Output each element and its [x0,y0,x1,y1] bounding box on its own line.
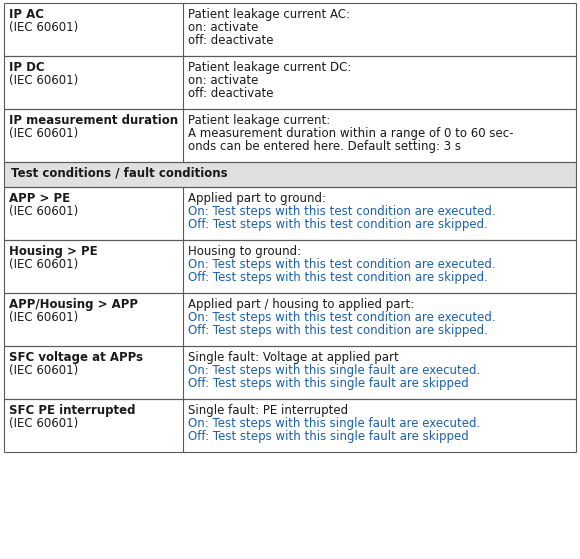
Text: SFC voltage at APPs: SFC voltage at APPs [9,351,143,364]
Text: (IEC 60601): (IEC 60601) [9,417,78,430]
Text: IP AC: IP AC [9,8,44,21]
Text: off: deactivate: off: deactivate [188,34,274,47]
Text: APP/Housing > APP: APP/Housing > APP [9,298,138,311]
Text: Patient leakage current AC:: Patient leakage current AC: [188,8,350,21]
Text: On: Test steps with this single fault are executed.: On: Test steps with this single fault ar… [188,417,480,430]
Text: A measurement duration within a range of 0 to 60 sec-: A measurement duration within a range of… [188,127,513,140]
Text: (IEC 60601): (IEC 60601) [9,127,78,140]
Text: On: Test steps with this test condition are executed.: On: Test steps with this test condition … [188,205,496,218]
Text: Patient leakage current:: Patient leakage current: [188,114,330,127]
Text: On: Test steps with this test condition are executed.: On: Test steps with this test condition … [188,258,496,271]
Bar [4,162,576,187]
Text: APP > PE: APP > PE [9,192,70,205]
Text: Off: Test steps with this test condition are skipped.: Off: Test steps with this test condition… [188,218,488,231]
Text: Housing > PE: Housing > PE [9,245,97,258]
Text: On: Test steps with this test condition are executed.: On: Test steps with this test condition … [188,311,496,324]
Text: Single fault: Voltage at applied part: Single fault: Voltage at applied part [188,351,399,364]
Text: (IEC 60601): (IEC 60601) [9,205,78,218]
Text: Off: Test steps with this single fault are skipped: Off: Test steps with this single fault a… [188,377,469,390]
Text: Single fault: PE interrupted: Single fault: PE interrupted [188,404,348,417]
Text: Patient leakage current DC:: Patient leakage current DC: [188,61,351,74]
Text: on: activate: on: activate [188,21,259,34]
Text: off: deactivate: off: deactivate [188,87,274,100]
Text: onds can be entered here. Default setting: 3 s: onds can be entered here. Default settin… [188,140,461,153]
Text: (IEC 60601): (IEC 60601) [9,258,78,271]
Text: on: activate: on: activate [188,74,259,87]
Text: (IEC 60601): (IEC 60601) [9,21,78,34]
Text: Off: Test steps with this single fault are skipped: Off: Test steps with this single fault a… [188,430,469,443]
Text: IP measurement duration: IP measurement duration [9,114,178,127]
Text: (IEC 60601): (IEC 60601) [9,364,78,377]
Text: Off: Test steps with this test condition are skipped.: Off: Test steps with this test condition… [188,324,488,337]
Text: On: Test steps with this single fault are executed.: On: Test steps with this single fault ar… [188,364,480,377]
Text: IP DC: IP DC [9,61,45,74]
Text: (IEC 60601): (IEC 60601) [9,311,78,324]
Text: Applied part to ground:: Applied part to ground: [188,192,326,205]
Text: SFC PE interrupted: SFC PE interrupted [9,404,136,417]
Text: Applied part / housing to applied part:: Applied part / housing to applied part: [188,298,414,311]
Text: (IEC 60601): (IEC 60601) [9,74,78,87]
Text: Off: Test steps with this test condition are skipped.: Off: Test steps with this test condition… [188,271,488,284]
Text: Test conditions / fault conditions: Test conditions / fault conditions [11,167,227,180]
Text: Housing to ground:: Housing to ground: [188,245,301,258]
